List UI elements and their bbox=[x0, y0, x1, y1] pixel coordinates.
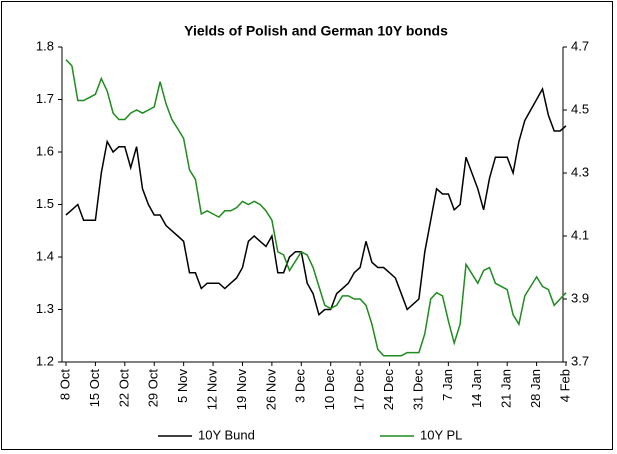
x-tick-label: 8 Oct bbox=[57, 369, 72, 400]
legend-label: 10Y PL bbox=[420, 427, 462, 442]
x-tick-label: 24 Dec bbox=[381, 369, 396, 411]
y2-tick-label: 4.7 bbox=[571, 38, 589, 53]
x-tick-label: 12 Nov bbox=[204, 369, 219, 411]
x-tick-label: 29 Oct bbox=[146, 369, 161, 408]
y-tick-label: 1.7 bbox=[36, 91, 54, 106]
y2-tick-label: 3.7 bbox=[571, 353, 589, 368]
x-tick-label: 31 Dec bbox=[410, 369, 425, 411]
legend-label: 10Y Bund bbox=[198, 427, 255, 442]
x-tick-label: 14 Jan bbox=[469, 369, 484, 408]
y-tick-label: 1.4 bbox=[36, 248, 54, 263]
x-tick-label: 4 Feb bbox=[557, 369, 572, 402]
y-tick-label: 1.6 bbox=[36, 143, 54, 158]
x-tick-label: 5 Nov bbox=[175, 369, 190, 403]
series-line bbox=[65, 59, 567, 357]
chart-title: Yields of Polish and German 10Y bonds bbox=[184, 23, 448, 39]
x-tick-label: 22 Oct bbox=[116, 369, 131, 408]
y2-tick-label: 3.9 bbox=[571, 290, 589, 305]
x-tick-label: 28 Jan bbox=[528, 369, 543, 408]
y-tick-label: 1.3 bbox=[36, 301, 54, 316]
x-tick-label: 3 Dec bbox=[293, 369, 308, 403]
x-tick-label: 17 Dec bbox=[352, 369, 367, 411]
x-tick-label: 26 Nov bbox=[263, 369, 278, 411]
x-tick-label: 15 Oct bbox=[87, 369, 102, 408]
x-tick-label: 19 Nov bbox=[234, 369, 249, 411]
y-tick-label: 1.8 bbox=[36, 38, 54, 53]
y-tick-label: 1.5 bbox=[36, 196, 54, 211]
y2-tick-label: 4.3 bbox=[571, 164, 589, 179]
y2-tick-label: 4.5 bbox=[571, 101, 589, 116]
x-tick-label: 7 Jan bbox=[440, 369, 455, 401]
y-tick-label: 1.2 bbox=[36, 353, 54, 368]
series-line bbox=[65, 86, 567, 317]
y2-tick-label: 4.1 bbox=[571, 227, 589, 242]
x-tick-label: 10 Dec bbox=[322, 369, 337, 411]
x-tick-label: 21 Jan bbox=[499, 369, 514, 408]
